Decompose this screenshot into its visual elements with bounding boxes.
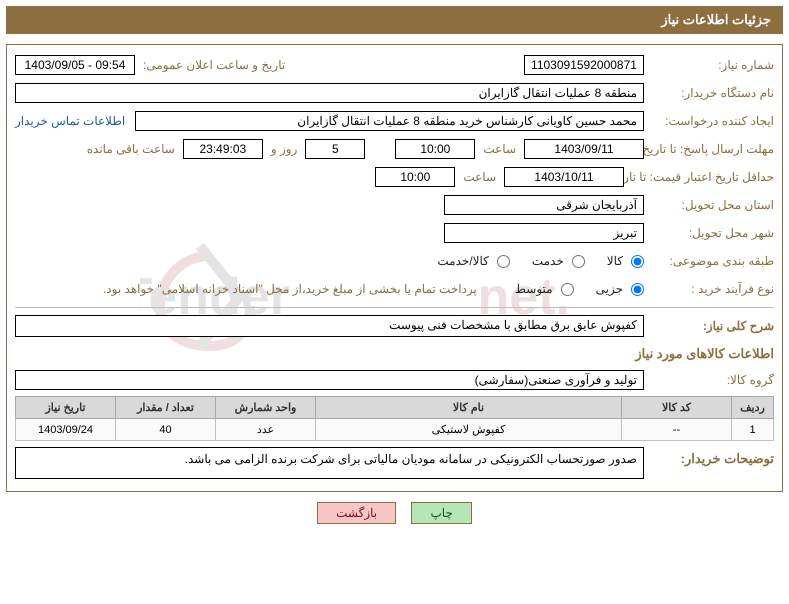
radio-label-goods: کالا [607,254,623,268]
label-validity: حداقل تاریخ اعتبار قیمت: تا تاریخ: [624,170,774,184]
field-deadline-date: 1403/09/11 [524,139,644,159]
label-category: طبقه بندی موضوعی: [644,254,774,268]
field-city: تبریز [444,223,644,243]
th-code: کد کالا [622,397,732,419]
panel-title: جزئیات اطلاعات نیاز [6,6,783,34]
th-name: نام کالا [316,397,622,419]
separator-1 [15,307,774,308]
buyer-contact-link[interactable]: اطلاعات تماس خریدار [15,114,135,128]
radio-label-both: کالا/خدمت [437,254,488,268]
payment-note: پرداخت تمام یا بخشی از مبلغ خرید،از محل … [103,282,477,296]
field-requester: محمد حسین کاویانی کارشناس خرید منطقه 8 ع… [135,111,644,131]
radio-label-medium: متوسط [515,282,553,296]
print-button[interactable]: چاپ [411,502,471,524]
label-remain: ساعت باقی مانده [79,142,183,156]
radio-cat-service[interactable] [572,255,585,268]
table-row: 1 -- کفپوش لاستیکی عدد 40 1403/09/24 [16,419,774,441]
field-goods-group: تولید و فرآوری صنعتی(سفارشی) [15,370,644,390]
field-desc: کفپوش عایق برق مطابق با مشخصات فنی پیوست [15,315,644,337]
th-unit: واحد شمارش [216,397,316,419]
label-buyer-notes: توضیحات خریدار: [644,447,774,467]
th-qty: تعداد / مقدار [116,397,216,419]
label-time2: ساعت [455,170,504,184]
cell-qty: 40 [116,419,216,441]
label-buyer-org: نام دستگاه خریدار: [644,86,774,100]
field-province: آذربایجان شرقی [444,195,644,215]
cell-name: کفپوش لاستیکی [316,419,622,441]
label-city: شهر محل تحویل: [644,226,774,240]
field-validity-time: 10:00 [375,167,455,187]
cell-unit: عدد [216,419,316,441]
radio-proc-minor[interactable] [631,283,644,296]
back-button[interactable]: بازگشت [317,502,396,524]
label-desc: شرح کلی نیاز: [644,319,774,333]
radio-cat-goods[interactable] [631,255,644,268]
details-panel: شماره نیاز: 1103091592000871 تاریخ و ساع… [6,44,783,492]
field-buyer-org: منطقه 8 عملیات انتقال گازایران [15,83,644,103]
label-province: استان محل تحویل: [644,198,774,212]
label-announce: تاریخ و ساعت اعلان عمومی: [135,58,293,72]
label-days-and: روز و [263,142,306,156]
label-goods-group: گروه کالا: [644,373,774,387]
th-date: تاریخ نیاز [16,397,116,419]
field-remain-time: 23:49:03 [183,139,263,159]
th-row: ردیف [732,397,774,419]
items-table: ردیف کد کالا نام کالا واحد شمارش تعداد /… [15,396,774,441]
radio-label-service: خدمت [532,254,564,268]
category-radio-group: کالا خدمت کالا/خدمت [419,254,644,268]
section-goods-info: اطلاعات کالاهای مورد نیاز [15,346,774,362]
field-buyer-notes: صدور صورتحساب الکترونیکی در سامانه مودیا… [15,447,644,479]
cell-row: 1 [732,419,774,441]
field-remain-days: 5 [305,139,365,159]
field-validity-date: 1403/10/11 [504,167,624,187]
label-requester: ایجاد کننده درخواست: [644,114,774,128]
process-radio-group: جزیی متوسط [497,282,644,296]
cell-code: -- [622,419,732,441]
label-time1: ساعت [475,142,524,156]
field-need-no: 1103091592000871 [524,55,644,75]
label-process: نوع فرآیند خرید : [644,282,774,296]
label-need-no: شماره نیاز: [644,58,774,72]
radio-proc-medium[interactable] [561,283,574,296]
label-deadline: مهلت ارسال پاسخ: تا تاریخ: [644,142,774,156]
radio-label-minor: جزیی [596,282,623,296]
field-deadline-time: 10:00 [395,139,475,159]
cell-date: 1403/09/24 [16,419,116,441]
radio-cat-both[interactable] [497,255,510,268]
field-announce: 09:54 - 1403/09/05 [15,55,135,75]
